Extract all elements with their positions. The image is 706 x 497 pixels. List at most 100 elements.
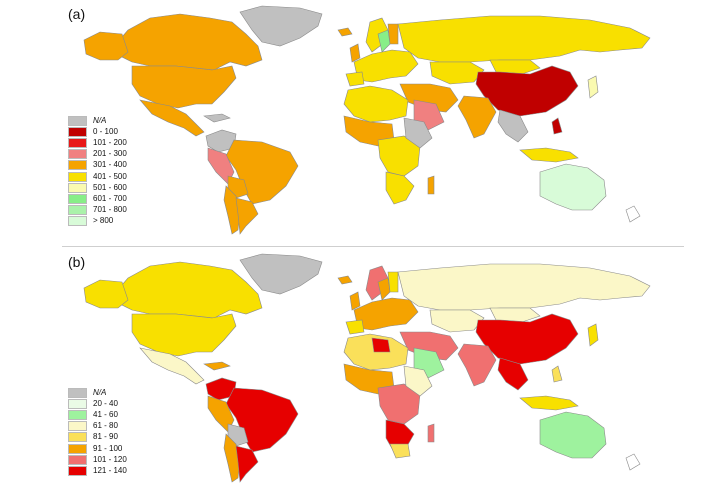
legend-label: 101 - 200: [93, 137, 127, 147]
region-india: [457, 343, 497, 387]
legend-label: 0 - 100: [93, 126, 118, 136]
region-australia: [539, 163, 607, 211]
legend-label: N/A: [93, 115, 107, 125]
region-indonesia: [519, 395, 579, 411]
region-usa: [131, 65, 237, 109]
region-kazakhstan: [429, 61, 485, 85]
region-alaska: [83, 279, 129, 309]
legend-label: 20 - 40: [93, 398, 118, 408]
region-east-africa: [403, 365, 433, 397]
region-caribbean: [203, 361, 231, 371]
region-europe: [353, 49, 419, 83]
region-east-africa: [403, 117, 433, 149]
region-argentina: [235, 445, 259, 483]
legend-item: 401 - 500: [68, 171, 127, 182]
region-caribbean: [203, 113, 231, 123]
legend-item: 61 - 80: [68, 421, 127, 432]
region-europe: [353, 297, 419, 331]
legend-label: > 800: [93, 216, 114, 226]
world-map-b: [83, 253, 651, 483]
region-mexico: [139, 99, 205, 137]
legend-item: 201 - 300: [68, 149, 127, 160]
legend-swatch: [68, 182, 87, 193]
map-panel-a: (a) N/A 0 - 100 101 - 200 201 - 300 301 …: [0, 0, 706, 246]
region-middle-east: [399, 83, 459, 113]
region-se-asia: [497, 109, 529, 143]
region-sweden: [377, 277, 391, 301]
region-philippines: [551, 365, 563, 383]
legend-item: 101 - 120: [68, 454, 127, 465]
region-uk: [349, 291, 361, 311]
region-indonesia: [519, 147, 579, 163]
region-japan: [587, 75, 599, 99]
legend-label: 401 - 500: [93, 171, 127, 181]
legend-swatch: [68, 137, 87, 148]
panel-divider: [62, 246, 684, 247]
legend-swatch: [68, 465, 87, 476]
legend-swatch: [68, 216, 87, 227]
region-canada: [115, 13, 263, 71]
legend-label: 301 - 400: [93, 160, 127, 170]
region-argentina: [235, 197, 259, 235]
region-madagascar: [427, 175, 435, 195]
region-norway: [365, 265, 389, 301]
panel-label-b: (b): [68, 254, 86, 270]
legend-item: 101 - 200: [68, 137, 127, 148]
region-japan: [587, 323, 599, 347]
region-china: [475, 65, 579, 117]
legend-label: 601 - 700: [93, 193, 127, 203]
region-iceland: [337, 27, 353, 37]
region-middle-east: [399, 331, 459, 361]
legend-label: 201 - 300: [93, 149, 127, 159]
legend-label: 81 - 90: [93, 432, 118, 442]
panel-label-a: (a): [68, 6, 86, 22]
legend-item: 501 - 600: [68, 182, 127, 193]
legend-label: 61 - 80: [93, 421, 118, 431]
region-mexico: [139, 347, 205, 385]
legend-item: 91 - 100: [68, 443, 127, 454]
region-australia: [539, 411, 607, 459]
region-south-africa: [389, 443, 411, 459]
legend-label: 501 - 600: [93, 182, 127, 192]
legend-swatch: [68, 398, 87, 409]
legend-swatch: [68, 205, 87, 216]
region-madagascar: [427, 423, 435, 443]
region-new-zealand: [625, 453, 641, 471]
region-southern-africa: [385, 171, 415, 205]
legend-label: 41 - 60: [93, 409, 118, 419]
map-panel-b: (b) N/A 20 - 40 41 - 60 61 - 80 81 - 90 …: [0, 248, 706, 497]
region-sweden: [377, 29, 391, 53]
region-canada: [115, 261, 263, 319]
legend-swatch: [68, 443, 87, 454]
legend-item: 121 - 140: [68, 465, 127, 476]
legend-swatch: [68, 387, 87, 398]
legend-item: 41 - 60: [68, 409, 127, 420]
legend-swatch: [68, 432, 87, 443]
legend-swatch: [68, 421, 87, 432]
legend-item: 701 - 800: [68, 205, 127, 216]
region-uk: [349, 43, 361, 63]
legend-swatch: [68, 171, 87, 182]
region-alaska: [83, 31, 129, 61]
region-greenland: [239, 5, 323, 47]
region-se-asia: [497, 357, 529, 391]
legend-swatch: [68, 126, 87, 137]
legend-item: 301 - 400: [68, 160, 127, 171]
legend-label: 121 - 140: [93, 465, 127, 475]
legend-swatch: [68, 454, 87, 465]
region-north-africa: [343, 85, 409, 123]
legend-label: 91 - 100: [93, 443, 123, 453]
region-iberia: [345, 71, 365, 87]
region-iceland: [337, 275, 353, 285]
legend-swatch: [68, 193, 87, 204]
legend-item: N/A: [68, 387, 127, 398]
legend-item: 0 - 100: [68, 126, 127, 137]
region-bolivia: [227, 423, 249, 447]
legend-swatch: [68, 409, 87, 420]
region-bolivia: [227, 175, 249, 199]
legend-label: 101 - 120: [93, 454, 127, 464]
region-india: [457, 95, 497, 139]
region-usa: [131, 313, 237, 357]
region-china: [475, 313, 579, 365]
region-new-zealand: [625, 205, 641, 223]
